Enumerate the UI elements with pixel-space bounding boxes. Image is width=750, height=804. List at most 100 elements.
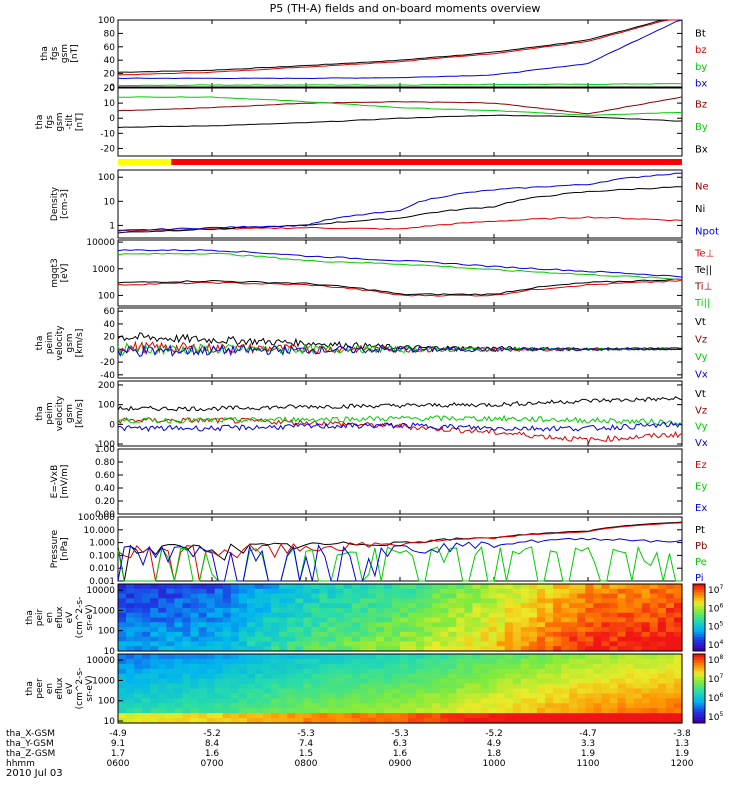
spectrogram-cell [496, 673, 506, 680]
spectrogram-cell [520, 603, 530, 609]
spectrogram-cell [134, 646, 143, 652]
y-tick-label: 10 [104, 99, 116, 109]
spectrogram-cell [488, 718, 498, 724]
spectrogram-cell [440, 713, 449, 719]
spectrogram-cell [456, 693, 466, 699]
spectrogram-cell [464, 673, 474, 680]
spectrogram-cell [545, 584, 554, 590]
spectrogram-cell [311, 641, 321, 647]
spectrogram-cell [673, 708, 683, 714]
spectrogram-cell [569, 654, 578, 660]
spectrogram-cell [263, 698, 272, 704]
spectrogram-cell [673, 693, 683, 699]
spectrogram-cell [182, 688, 192, 695]
spectrogram-cell [198, 646, 208, 652]
spectrogram-cell [545, 658, 554, 665]
spectrogram-cell [496, 603, 506, 609]
spectrogram-cell [536, 663, 546, 670]
spectrogram-cell [585, 588, 594, 595]
spectrogram-cell [472, 598, 482, 604]
spectrogram-cell [553, 603, 562, 609]
spectrogram-cell [295, 678, 304, 685]
spectrogram-cell [375, 617, 385, 623]
spectrogram-cell [295, 627, 304, 633]
spectrogram-cell [400, 663, 409, 670]
colorbar-label: 107 [708, 584, 723, 596]
spectrogram-cell [190, 703, 200, 709]
spectrogram-cell [561, 713, 570, 719]
spectrogram-cell [641, 698, 651, 704]
spectrogram-cell [214, 658, 224, 665]
spectrogram-cell [609, 612, 619, 619]
spectrogram-cell [295, 636, 304, 643]
y-tick-label: -100 [95, 440, 116, 450]
spectrogram-cell [400, 683, 409, 690]
colorbar-cell [693, 685, 705, 689]
spectrogram-cell [440, 703, 449, 709]
spectrogram-cell [512, 698, 522, 704]
spectrogram-cell [520, 622, 530, 628]
spectrogram-cell [327, 703, 337, 709]
spectrogram-cell [408, 698, 417, 704]
spectrogram-cell [134, 641, 143, 647]
spectrogram-cell [182, 584, 192, 590]
spectrogram-cell [367, 607, 377, 614]
spectrogram-cell [319, 617, 329, 623]
spectrogram-cell [263, 703, 272, 709]
spectrogram-cell [383, 654, 393, 660]
spectrogram-cell [424, 703, 433, 709]
spectrogram-cell [569, 607, 578, 614]
spectrogram-cell [569, 612, 578, 619]
spectrogram-cell [335, 668, 345, 675]
spectrogram-cell [424, 654, 433, 660]
spectrogram-cell [528, 593, 538, 599]
spectrogram-cell [400, 636, 409, 643]
spectrogram-cell [432, 631, 441, 638]
spectrogram-cell [279, 678, 288, 685]
y-axis-label: [nT] [75, 113, 85, 131]
spectrogram-cell [472, 698, 482, 704]
spectrogram-cell [391, 658, 401, 665]
spectrogram-cell [383, 593, 393, 599]
spectrogram-cell [617, 693, 627, 699]
spectrogram-cell [279, 607, 288, 614]
spectrogram-cell [617, 617, 627, 623]
ephemeris-value: 0900 [389, 759, 412, 769]
spectrogram-cell [319, 698, 329, 704]
spectrogram-cell [327, 698, 337, 704]
spectrogram-cell [480, 688, 490, 695]
y-axis-label: tha [25, 681, 35, 696]
spectrogram-cell [665, 607, 675, 614]
spectrogram-cell [246, 612, 256, 619]
spectrogram-cell [367, 663, 377, 670]
spectrogram-cell [254, 598, 264, 604]
spectrogram-cell [343, 713, 353, 719]
spectrogram-cell [577, 654, 586, 660]
panel-velocity: tha peim velocity gsm [km/s]-1000100200VtVzV… [35, 380, 708, 450]
spectrogram-cell [271, 683, 280, 690]
spectrogram-cell [577, 598, 586, 604]
spectrogram-cell [271, 713, 280, 719]
spectrogram-cell [206, 668, 216, 675]
spectrogram-cell [649, 658, 659, 665]
spectrogram-cell [448, 683, 457, 690]
spectrogram-cell [246, 631, 256, 638]
spectrogram-cell [609, 663, 619, 670]
spectrogram-cell [432, 584, 441, 590]
spectrogram-cell [343, 703, 353, 709]
colorbar-cell [693, 634, 705, 638]
spectrogram-cell [649, 698, 659, 704]
spectrogram-cell [391, 718, 401, 724]
spectrogram-cell [545, 698, 554, 704]
spectrogram-cell [287, 698, 296, 704]
spectrogram-cell [536, 713, 546, 719]
spectrogram-cell [520, 617, 530, 623]
spectrogram-cell [150, 713, 159, 719]
spectrogram-cell [238, 673, 248, 680]
spectrogram-cell [118, 688, 127, 695]
spectrogram-cell [359, 593, 369, 599]
spectrogram-cell [408, 607, 417, 614]
spectrogram-cell [456, 598, 466, 604]
spectrogram-cell [287, 703, 296, 709]
spectrogram-cell [673, 646, 683, 652]
